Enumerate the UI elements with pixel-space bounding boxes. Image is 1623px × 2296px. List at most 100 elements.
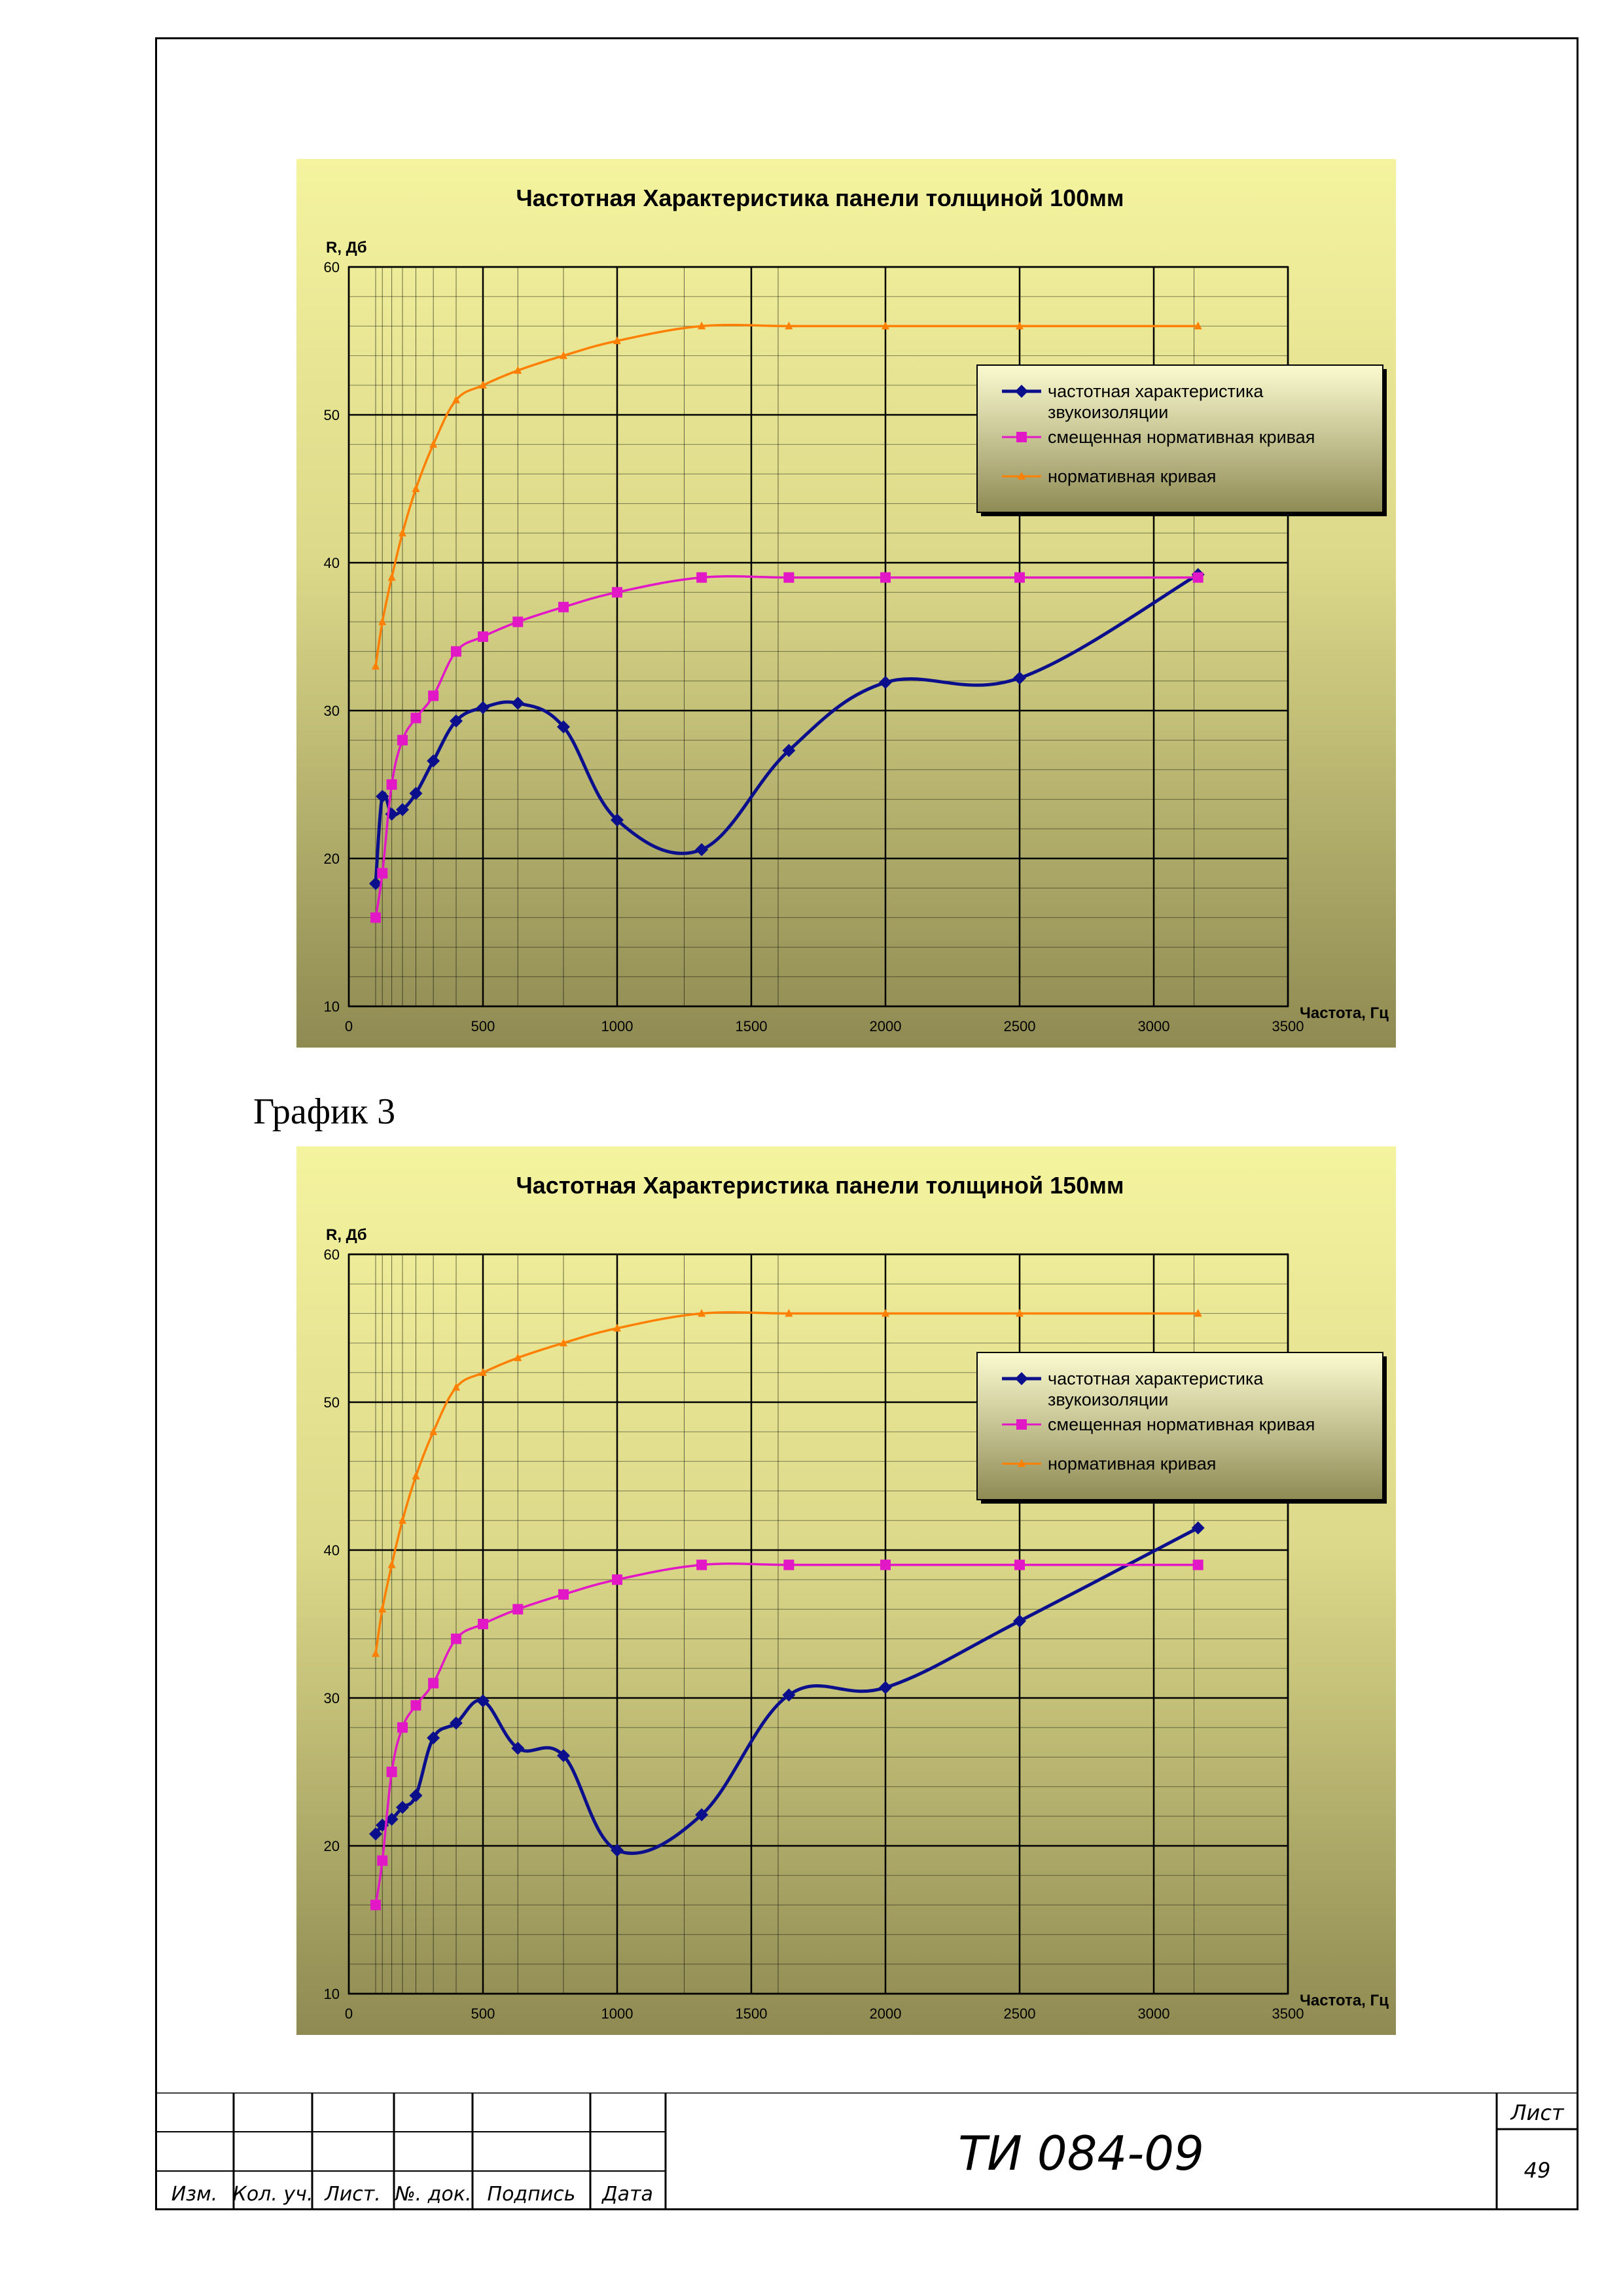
data-point-series-2 bbox=[370, 912, 381, 923]
data-point-series-1 bbox=[369, 1827, 382, 1841]
data-point-series-2 bbox=[410, 713, 421, 724]
series-line-3 bbox=[374, 1311, 1198, 1654]
x-tick-label: 2500 bbox=[1004, 2005, 1036, 2022]
legend-label-1-cont: звукоизоляции bbox=[1048, 402, 1168, 422]
y-tick-label: 20 bbox=[324, 851, 340, 867]
stamp-header-doc: №. док. bbox=[393, 2183, 471, 2206]
x-tick-label: 2500 bbox=[1004, 1018, 1036, 1034]
x-tick-label: 2000 bbox=[870, 2005, 902, 2022]
data-point-series-3 bbox=[560, 351, 567, 359]
legend-marker-3 bbox=[1018, 1459, 1026, 1467]
stamp-header-list: Лист. bbox=[324, 2183, 381, 2206]
data-point-series-3 bbox=[1016, 321, 1024, 330]
data-point-series-2 bbox=[880, 1559, 891, 1570]
data-point-series-1 bbox=[1191, 1521, 1205, 1535]
legend-box bbox=[976, 1352, 1383, 1500]
data-point-series-1 bbox=[385, 1812, 399, 1826]
data-point-series-2 bbox=[478, 1619, 488, 1629]
legend-marker-3 bbox=[1018, 472, 1026, 480]
data-point-series-1 bbox=[427, 1731, 440, 1745]
x-tick-label: 500 bbox=[471, 2005, 495, 2022]
data-point-series-3 bbox=[412, 1472, 420, 1479]
y-tick-label: 20 bbox=[324, 1838, 340, 1854]
series-line-3 bbox=[374, 323, 1198, 667]
data-point-series-1 bbox=[376, 790, 389, 804]
data-point-series-2 bbox=[478, 631, 488, 642]
data-point-series-3 bbox=[479, 1368, 487, 1376]
chart-area-background bbox=[296, 1146, 1396, 2035]
data-point-series-3 bbox=[452, 1383, 460, 1391]
data-point-series-1 bbox=[409, 1789, 423, 1803]
data-point-series-3 bbox=[372, 1649, 380, 1657]
data-point-series-2 bbox=[696, 1559, 707, 1570]
plot-frame bbox=[348, 1253, 1289, 1995]
data-point-series-1 bbox=[695, 1808, 709, 1822]
data-point-series-2 bbox=[386, 1767, 397, 1777]
legend-label-2: смещенная нормативная кривая bbox=[1048, 427, 1315, 447]
data-point-series-1 bbox=[1013, 671, 1026, 685]
data-point-series-2 bbox=[783, 572, 794, 583]
data-point-series-1 bbox=[427, 754, 440, 768]
y-tick-label: 10 bbox=[324, 1986, 340, 2002]
x-axis-label: Частота, Гц bbox=[1300, 1992, 1389, 2009]
data-point-series-1 bbox=[369, 877, 382, 891]
data-point-series-2 bbox=[512, 1604, 524, 1615]
legend-marker-2 bbox=[1016, 1419, 1027, 1430]
data-point-series-1 bbox=[396, 803, 409, 817]
stamp-header-date: Дата bbox=[601, 2183, 653, 2206]
data-point-series-3 bbox=[698, 321, 706, 330]
legend-marker-1 bbox=[1015, 1372, 1028, 1385]
y-tick-label: 50 bbox=[324, 407, 340, 423]
data-point-series-1 bbox=[557, 1749, 570, 1763]
data-point-series-3 bbox=[882, 321, 889, 330]
chart-100mm: Частотная Характеристика панели толщиной… bbox=[296, 159, 1396, 1048]
stamp-header-izm: Изм. bbox=[171, 2183, 218, 2206]
data-point-series-1 bbox=[611, 1843, 624, 1857]
data-point-series-3 bbox=[1016, 1309, 1024, 1317]
data-point-series-1 bbox=[782, 744, 796, 758]
legend-marker-1 bbox=[1015, 385, 1028, 398]
data-point-series-3 bbox=[613, 1324, 621, 1332]
data-point-series-2 bbox=[1192, 572, 1204, 583]
figure-caption: График 3 bbox=[253, 1091, 396, 1132]
data-point-series-3 bbox=[387, 1560, 396, 1568]
legend-box bbox=[976, 364, 1383, 513]
data-point-series-2 bbox=[410, 1700, 421, 1711]
data-point-series-1 bbox=[695, 843, 709, 857]
chart-150mm: Частотная Характеристика панели толщиной… bbox=[296, 1146, 1396, 2035]
data-point-series-3 bbox=[378, 1604, 387, 1613]
x-tick-label: 0 bbox=[345, 2005, 353, 2022]
data-point-series-2 bbox=[428, 690, 439, 701]
x-tick-label: 0 bbox=[345, 1018, 353, 1034]
data-point-series-2 bbox=[880, 572, 891, 583]
data-point-series-1 bbox=[409, 786, 423, 800]
x-tick-label: 3500 bbox=[1272, 1018, 1304, 1034]
data-point-series-2 bbox=[1014, 572, 1025, 583]
data-point-series-1 bbox=[557, 720, 570, 733]
chart-area-background bbox=[296, 159, 1396, 1048]
data-point-series-3 bbox=[412, 484, 420, 492]
data-point-series-3 bbox=[514, 366, 522, 374]
series-line-2 bbox=[374, 575, 1198, 918]
x-tick-label: 3000 bbox=[1138, 1018, 1170, 1034]
data-point-series-3 bbox=[613, 336, 621, 344]
data-point-series-1 bbox=[611, 813, 624, 827]
x-tick-label: 1500 bbox=[736, 2005, 768, 2022]
data-point-series-2 bbox=[612, 587, 622, 598]
data-point-series-1 bbox=[879, 1681, 892, 1695]
data-point-series-3 bbox=[1194, 321, 1202, 330]
sheet-number: 49 bbox=[1524, 2158, 1551, 2183]
data-point-series-2 bbox=[783, 1559, 794, 1570]
data-point-series-2 bbox=[397, 1722, 408, 1733]
data-point-series-3 bbox=[785, 1309, 793, 1317]
data-point-series-2 bbox=[451, 1633, 461, 1644]
data-point-series-2 bbox=[377, 868, 388, 879]
x-tick-label: 3500 bbox=[1272, 2005, 1304, 2022]
y-tick-label: 60 bbox=[324, 259, 340, 275]
legend-label-2: смещенная нормативная кривая bbox=[1048, 1415, 1315, 1434]
data-point-series-2 bbox=[1192, 1559, 1204, 1570]
data-point-series-1 bbox=[1013, 1614, 1026, 1628]
data-point-series-2 bbox=[612, 1574, 622, 1585]
data-point-series-3 bbox=[452, 395, 460, 404]
data-point-series-3 bbox=[372, 662, 380, 670]
